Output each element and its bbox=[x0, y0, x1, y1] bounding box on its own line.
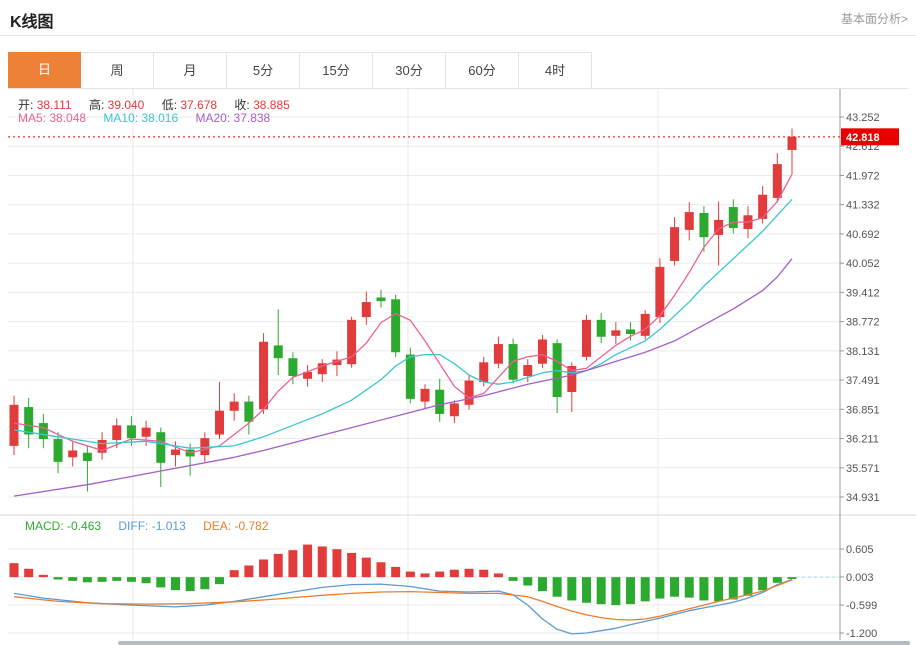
ma5-legend: MA5: 38.048 bbox=[18, 111, 87, 125]
svg-text:34.931: 34.931 bbox=[846, 492, 880, 504]
tab-5分[interactable]: 5分 bbox=[227, 52, 300, 88]
high-value: 39.040 bbox=[107, 98, 145, 112]
macd-value-legend: MACD: -0.463 bbox=[25, 519, 102, 533]
tab-60分[interactable]: 60分 bbox=[446, 52, 519, 88]
dea-value-legend: DEA: -0.782 bbox=[203, 519, 269, 533]
header-divider bbox=[0, 35, 916, 36]
open-label: 开: bbox=[18, 98, 34, 112]
svg-text:38.131: 38.131 bbox=[846, 346, 880, 358]
close-value: 38.885 bbox=[253, 98, 290, 112]
tab-月[interactable]: 月 bbox=[154, 52, 227, 88]
svg-text:36.211: 36.211 bbox=[846, 434, 879, 446]
close-label: 收: bbox=[234, 98, 250, 112]
tab-30分[interactable]: 30分 bbox=[373, 52, 446, 88]
tab-周[interactable]: 周 bbox=[81, 52, 154, 88]
svg-text:37.491: 37.491 bbox=[846, 375, 880, 387]
svg-text:41.332: 41.332 bbox=[846, 200, 880, 212]
ma-legend: MA5: 38.048 MA10: 38.016 MA20: 37.838 bbox=[18, 111, 284, 125]
low-value: 37.678 bbox=[180, 98, 218, 112]
ma20-legend: MA20: 37.838 bbox=[195, 111, 271, 125]
svg-text:40.692: 40.692 bbox=[846, 229, 880, 241]
svg-text:36.851: 36.851 bbox=[846, 404, 880, 416]
page-title: K线图 bbox=[10, 14, 54, 31]
svg-text:41.972: 41.972 bbox=[846, 170, 880, 182]
svg-text:38.772: 38.772 bbox=[846, 317, 880, 329]
tab-日[interactable]: 日 bbox=[8, 52, 81, 88]
horizontal-scrollbar[interactable] bbox=[118, 641, 910, 645]
diff-value-legend: DIFF: -1.013 bbox=[118, 519, 186, 533]
svg-text:35.571: 35.571 bbox=[846, 463, 880, 475]
svg-text:0.605: 0.605 bbox=[846, 544, 874, 556]
svg-text:-0.599: -0.599 bbox=[846, 600, 877, 612]
svg-text:-1.200: -1.200 bbox=[846, 628, 877, 640]
fundamental-analysis-link[interactable]: 基本面分析> bbox=[840, 12, 908, 26]
ohlc-legend: 开: 38.111 高: 39.040 低: 37.678 收: 38.885 bbox=[18, 96, 304, 113]
high-label: 高: bbox=[88, 98, 105, 112]
period-tabbar: 日周月 5分 15分 30分 60分 4时 bbox=[8, 52, 908, 89]
svg-text:0.003: 0.003 bbox=[846, 572, 874, 584]
svg-text:42.818: 42.818 bbox=[846, 132, 880, 144]
open-value: 38.111 bbox=[36, 98, 72, 112]
macd-legend: MACD: -0.463 DIFF: -1.013 DEA: -0.782 bbox=[25, 519, 283, 533]
svg-text:39.412: 39.412 bbox=[846, 287, 880, 299]
svg-text:40.052: 40.052 bbox=[846, 258, 880, 270]
ma10-legend: MA10: 38.016 bbox=[103, 111, 179, 125]
tab-15分[interactable]: 15分 bbox=[300, 52, 373, 88]
svg-text:43.252: 43.252 bbox=[846, 112, 880, 124]
tab-4时[interactable]: 4时 bbox=[519, 52, 592, 88]
low-label: 低: bbox=[161, 98, 178, 112]
